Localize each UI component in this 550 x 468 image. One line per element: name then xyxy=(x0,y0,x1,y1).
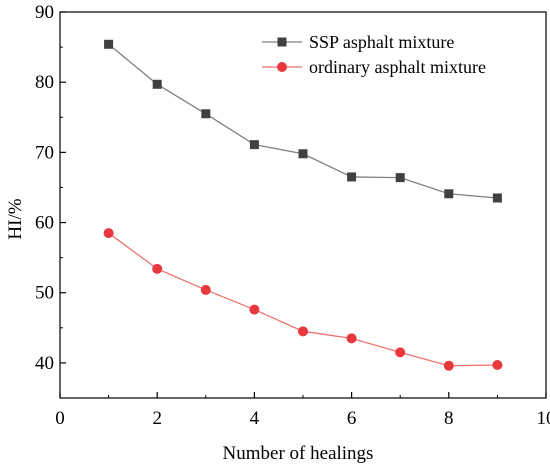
x-tick-label: 0 xyxy=(55,408,65,429)
x-tick-label: 4 xyxy=(250,408,260,429)
data-point xyxy=(346,333,357,344)
x-tick-label: 2 xyxy=(152,408,162,429)
data-point xyxy=(249,304,260,315)
data-point xyxy=(492,193,502,203)
data-point xyxy=(298,149,308,159)
data-point xyxy=(201,109,211,119)
legend-marker xyxy=(277,37,287,47)
data-point xyxy=(347,172,357,182)
x-tick-label: 8 xyxy=(444,408,454,429)
data-point xyxy=(298,326,308,337)
data-point xyxy=(395,347,406,358)
legend-item: ordinary asphalt mixture xyxy=(262,57,486,77)
data-point xyxy=(492,360,503,371)
x-axis: 0 2 4 6 8 10 xyxy=(55,392,550,429)
legend-item: SSP asphalt mixture xyxy=(262,32,454,52)
y-axis: 40 50 60 70 80 90 xyxy=(35,2,66,399)
y-tick-label: 80 xyxy=(35,72,54,93)
data-point xyxy=(443,360,454,371)
legend: SSP asphalt mixture ordinary asphalt mixt… xyxy=(262,32,486,77)
data-point xyxy=(103,228,114,239)
data-point xyxy=(152,263,163,274)
x-tick-label: 6 xyxy=(347,408,357,429)
legend-label: SSP asphalt mixture xyxy=(309,32,454,52)
data-point xyxy=(249,140,259,150)
legend-label: ordinary asphalt mixture xyxy=(309,57,486,77)
y-axis-title: HI/% xyxy=(5,198,26,239)
y-tick-label: 60 xyxy=(35,213,54,234)
series-2 xyxy=(103,228,503,371)
y-tick-label: 50 xyxy=(35,283,54,304)
y-tick-label: 70 xyxy=(35,142,54,163)
y-tick-label: 40 xyxy=(35,353,54,374)
series-layer xyxy=(103,39,503,371)
x-tick-label: 10 xyxy=(537,408,550,429)
series-1 xyxy=(104,39,502,203)
data-point xyxy=(444,189,454,199)
data-point xyxy=(152,79,162,89)
x-axis-title: Number of healings xyxy=(223,443,374,464)
data-point xyxy=(104,39,114,49)
series-line xyxy=(108,232,498,367)
y-tick-label: 90 xyxy=(35,2,54,23)
data-point xyxy=(395,173,405,183)
legend-marker xyxy=(277,62,287,72)
data-point xyxy=(200,284,211,295)
